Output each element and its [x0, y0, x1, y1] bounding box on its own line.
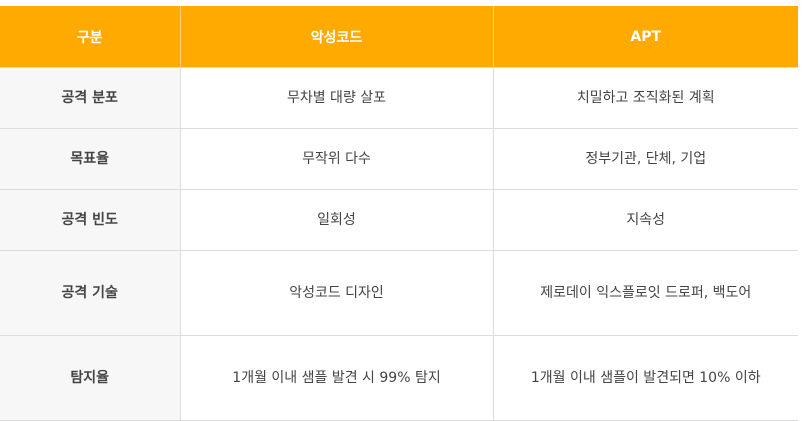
malware-cell: 일회성	[180, 189, 494, 251]
header-malware: 악성코드	[180, 6, 494, 68]
comparison-table: 구분 악성코드 APT 공격 분포 무차별 대량 살포 치밀하고 조직화된 계획…	[0, 6, 798, 421]
comparison-table-container: 구분 악성코드 APT 공격 분포 무차별 대량 살포 치밀하고 조직화된 계획…	[0, 6, 798, 421]
row-label: 탐지율	[0, 335, 181, 421]
row-label: 공격 빈도	[0, 189, 181, 251]
row-label: 공격 기술	[0, 250, 181, 336]
malware-cell: 악성코드 디자인	[180, 250, 494, 336]
malware-cell: 1개월 이내 샘플 발견 시 99% 탐지	[180, 335, 494, 421]
table-row: 탐지율 1개월 이내 샘플 발견 시 99% 탐지 1개월 이내 샘플이 발견되…	[0, 335, 798, 421]
apt-cell: 치밀하고 조직화된 계획	[493, 67, 798, 129]
apt-cell: 제로데이 익스플로잇 드로퍼, 백도어	[493, 250, 798, 336]
malware-cell: 무작위 다수	[180, 128, 494, 190]
malware-cell: 무차별 대량 살포	[180, 67, 494, 129]
table-row: 공격 분포 무차별 대량 살포 치밀하고 조직화된 계획	[0, 67, 798, 129]
table-row: 공격 빈도 일회성 지속성	[0, 189, 798, 251]
table-header-row: 구분 악성코드 APT	[0, 6, 798, 68]
apt-cell: 1개월 이내 샘플이 발견되면 10% 이하	[493, 335, 798, 421]
header-category: 구분	[0, 6, 181, 68]
row-label: 공격 분포	[0, 67, 181, 129]
apt-cell: 지속성	[493, 189, 798, 251]
table-row: 목표율 무작위 다수 정부기관, 단체, 기업	[0, 128, 798, 190]
table-row: 공격 기술 악성코드 디자인 제로데이 익스플로잇 드로퍼, 백도어	[0, 250, 798, 336]
row-label: 목표율	[0, 128, 181, 190]
apt-cell: 정부기관, 단체, 기업	[493, 128, 798, 190]
header-apt: APT	[493, 6, 798, 68]
